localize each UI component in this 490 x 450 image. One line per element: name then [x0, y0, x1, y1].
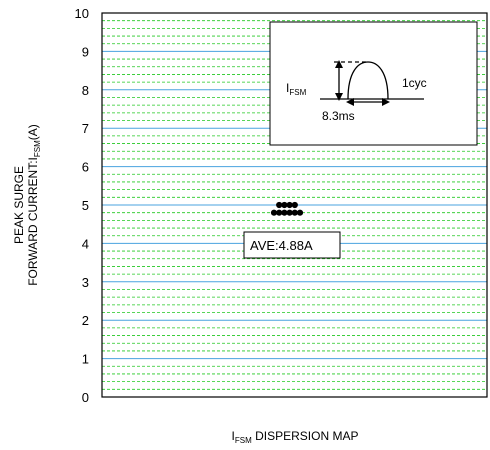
- inset-time-label: 8.3ms: [322, 109, 355, 123]
- data-point: [296, 209, 304, 216]
- inset-box: [269, 21, 478, 146]
- inset-ifsm-label: IFSM: [286, 81, 307, 97]
- inset-arrow-left: [346, 98, 354, 106]
- y-tick-label: 5: [82, 198, 89, 213]
- y-tick-label: 1: [82, 352, 89, 367]
- data-point: [291, 201, 298, 209]
- inset-half-sine: [347, 61, 389, 100]
- average-box: [243, 231, 341, 259]
- data-point: [286, 201, 293, 209]
- x-axis-title: IFSM DISPERSION MAP: [232, 429, 359, 445]
- y-tick-labels: 0 1 2 3 4 5 6 7 8 9 10: [75, 6, 89, 405]
- y-axis-title-line1: PEAK SURGE: [12, 166, 26, 244]
- y-tick-label: 10: [75, 6, 89, 21]
- y-tick-label: 7: [82, 121, 89, 136]
- y-tick-label: 9: [82, 44, 89, 59]
- y-axis-title: PEAK SURGE FORWARD CURRENT:IFSM(A): [12, 124, 42, 286]
- y-axis-title-line2: FORWARD CURRENT:IFSM(A): [26, 124, 42, 286]
- y-tick-label: 3: [82, 275, 89, 290]
- data-point: [286, 209, 293, 216]
- data-point: [276, 201, 283, 209]
- y-tick-label: 6: [82, 160, 89, 175]
- plot-frame: [101, 12, 488, 398]
- y-tick-label: 2: [82, 313, 89, 328]
- data-point: [281, 201, 288, 209]
- data-point: [276, 209, 283, 216]
- inset-cycle-label: 1cyc: [402, 76, 427, 90]
- average-label: AVE:4.88A: [250, 238, 313, 253]
- data-point: [270, 209, 278, 216]
- data-point: [281, 209, 288, 216]
- data-points: [270, 201, 304, 216]
- y-tick-label: 0: [82, 390, 89, 405]
- inset-arrow-up: [335, 60, 343, 68]
- data-point: [291, 209, 298, 216]
- inset-arrow-right: [382, 98, 390, 106]
- average-annotation: AVE:4.88A: [243, 231, 341, 259]
- waveform-inset: IFSM 1cyc 8.3ms: [269, 21, 478, 146]
- y-tick-label: 4: [82, 236, 89, 251]
- inset-arrow-down: [335, 93, 343, 101]
- y-tick-label: 8: [82, 83, 89, 98]
